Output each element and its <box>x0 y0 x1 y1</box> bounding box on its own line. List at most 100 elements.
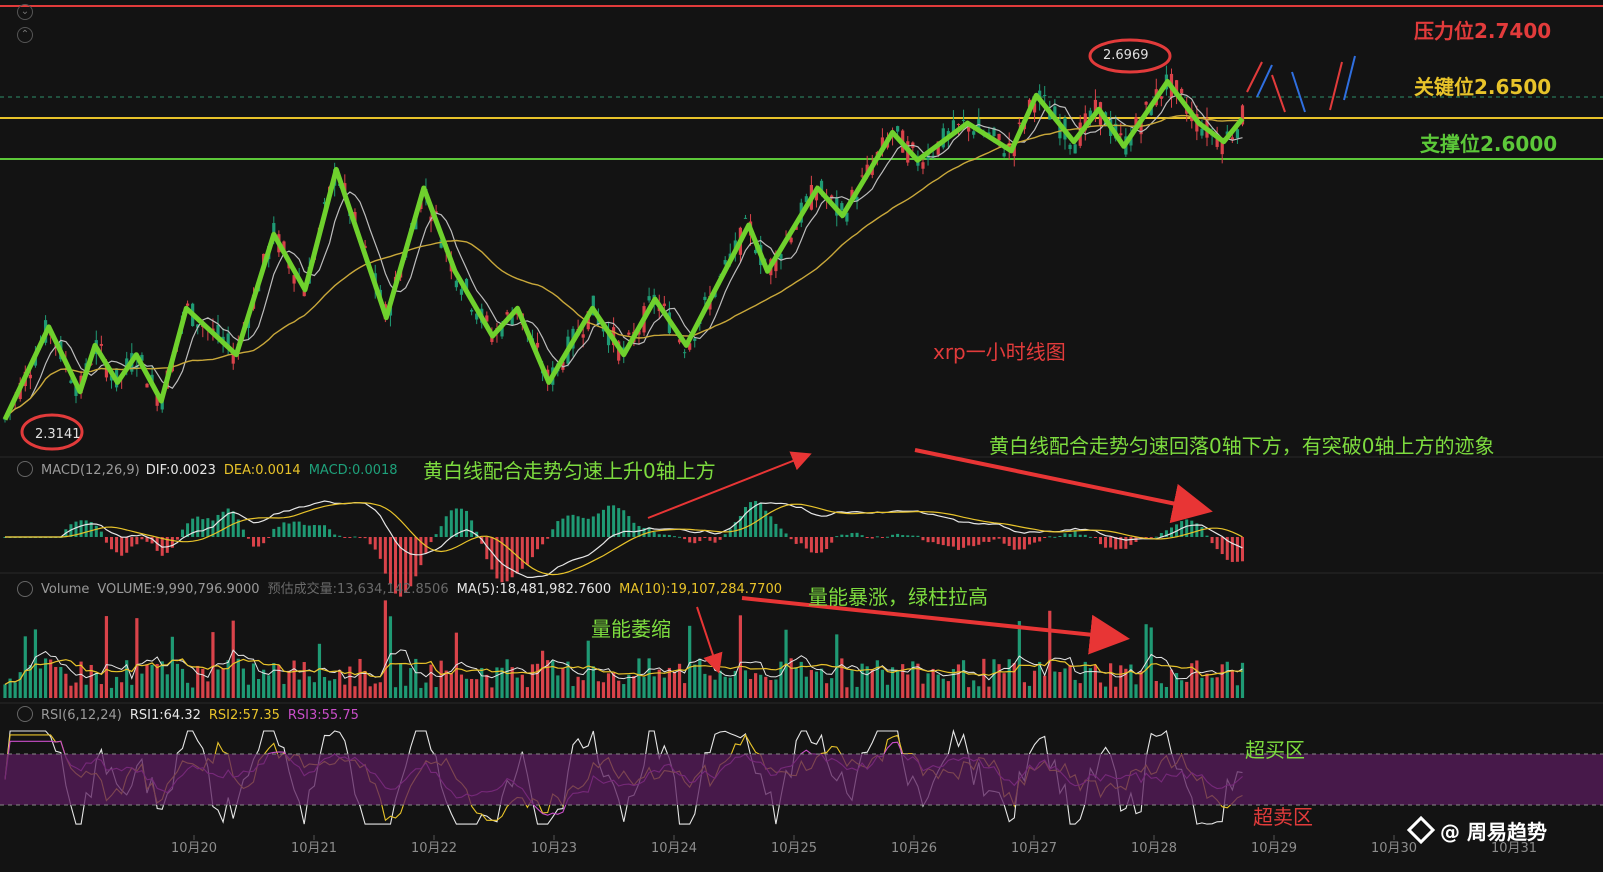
low-circle <box>20 413 84 451</box>
collapse-icon[interactable]: ⌄ <box>17 4 33 20</box>
volume-bar <box>789 658 793 698</box>
macd-histogram-bar <box>850 533 854 537</box>
rsi-2: RSI2:57.35 <box>208 707 280 723</box>
candle-body <box>1180 88 1184 94</box>
macd-histogram-bar <box>1022 537 1026 550</box>
volume-bar <box>495 667 499 698</box>
macd-histogram-bar <box>211 520 215 537</box>
macd-value: MACD:0.0018 <box>308 462 398 478</box>
volume-bar <box>546 660 550 698</box>
candle-body <box>956 123 961 125</box>
volume-bar <box>94 673 98 698</box>
volume-bar <box>530 664 535 698</box>
volume-bar <box>150 664 154 698</box>
macd-histogram-bar <box>414 537 418 577</box>
candle-body <box>951 120 956 135</box>
volume-surge-note: 量能暴涨，绿柱拉高 <box>808 585 988 609</box>
macd-histogram-bar <box>541 537 545 545</box>
date-label: 10月30 <box>1371 841 1417 856</box>
volume-bar <box>1043 675 1047 698</box>
expand-icon[interactable]: ⌃ <box>17 27 33 43</box>
volume-bar <box>992 659 996 698</box>
macd-histogram-bar <box>885 536 889 538</box>
macd-histogram-bar <box>186 523 190 537</box>
macd-histogram-bar <box>79 520 83 537</box>
candle-body <box>789 237 793 243</box>
macd-histogram-bar <box>444 516 448 537</box>
macd-histogram-bar <box>723 534 727 537</box>
volume-bar <box>591 666 595 698</box>
volume-bar <box>1124 668 1128 698</box>
toggle-macd-icon[interactable] <box>17 461 33 477</box>
volume-bar <box>576 676 580 698</box>
candle-body <box>1083 113 1087 131</box>
macd-histogram-bar <box>612 505 616 537</box>
volume-bar <box>216 669 220 698</box>
volume-bar <box>8 678 12 698</box>
macd-histogram-bar <box>997 537 1001 539</box>
candle-body <box>921 162 925 169</box>
macd-histogram-bar <box>581 517 585 537</box>
volume-bar <box>89 664 93 698</box>
volume-bar <box>1119 665 1123 698</box>
macd-histogram-bar <box>698 537 702 542</box>
macd-histogram-bar <box>429 537 433 543</box>
volume-bar <box>794 667 798 698</box>
candle-body <box>282 241 286 251</box>
candle-body <box>855 197 859 202</box>
volume-bar <box>1205 673 1209 698</box>
volume-bar <box>246 684 251 698</box>
macd-histogram-bar <box>1159 533 1163 537</box>
volume-bar <box>130 684 134 698</box>
volume-bar <box>226 660 230 698</box>
macd-histogram-bar <box>333 534 337 537</box>
volume-bar <box>185 682 190 698</box>
macd-histogram-bar <box>120 537 124 556</box>
volume-bar <box>982 658 986 698</box>
macd-histogram-bar <box>1205 535 1209 537</box>
macd-histogram-bar <box>840 534 844 537</box>
volume-bar <box>140 673 144 698</box>
volume-bar <box>1017 621 1021 698</box>
volume-bar <box>1129 664 1133 698</box>
volume-bar <box>662 677 666 698</box>
candle-body <box>1068 144 1072 150</box>
volume-bar <box>59 667 63 698</box>
macd-histogram-bar <box>404 537 408 593</box>
volume-bar <box>368 686 372 698</box>
volume-bar <box>804 676 808 698</box>
volume-bar <box>43 658 48 698</box>
volume-bar <box>404 685 408 698</box>
candle-body <box>99 344 103 346</box>
macd-histogram-bar <box>226 508 230 537</box>
volume-bar <box>693 664 697 698</box>
toggle-volume-icon[interactable] <box>17 580 33 597</box>
volume-bar <box>333 679 337 698</box>
volume-bar <box>287 670 291 698</box>
macd-histogram-bar <box>399 537 403 597</box>
macd-histogram-bar <box>1114 537 1118 550</box>
rsi-band <box>0 754 1603 805</box>
candle-body <box>967 123 971 132</box>
volume-bar <box>956 664 961 698</box>
macd-histogram-bar <box>809 537 813 553</box>
watermark: @ 周易趋势 <box>1440 820 1547 844</box>
volume-bar <box>642 677 646 698</box>
macd-histogram-bar <box>967 537 971 546</box>
volume-bar <box>764 676 768 698</box>
high-price-label: 2.6969 <box>1103 48 1149 63</box>
macd-histogram-bar <box>297 521 301 537</box>
macd-histogram-bar <box>830 537 834 543</box>
volume-bar <box>1048 610 1052 698</box>
toggle-rsi-icon[interactable] <box>17 706 33 722</box>
candle-body <box>840 203 844 211</box>
projection-stroke <box>1246 61 1263 93</box>
projection-stroke <box>1329 61 1343 111</box>
macd-histogram-bar <box>754 500 758 537</box>
volume-bar <box>698 658 702 698</box>
volume-bar <box>464 678 469 698</box>
volume-bar <box>683 683 687 698</box>
candle-body <box>464 278 469 291</box>
macd-histogram-bar <box>738 515 742 537</box>
candle-body <box>865 164 869 175</box>
